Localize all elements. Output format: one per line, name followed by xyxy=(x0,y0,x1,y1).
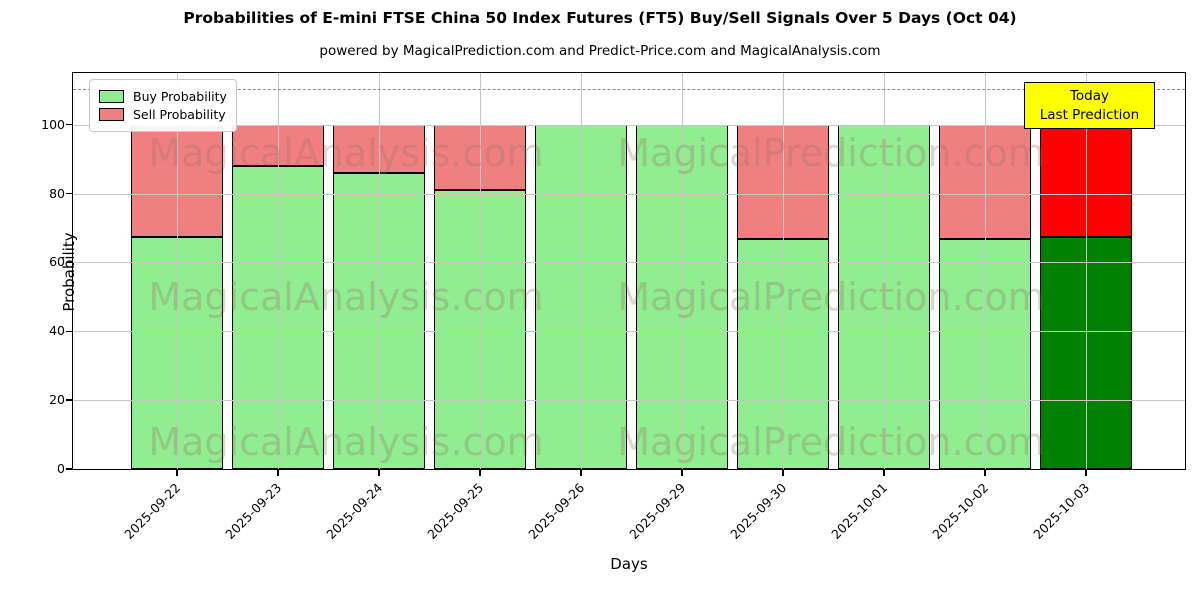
y-tick-mark xyxy=(66,261,73,264)
grid-line-vertical xyxy=(278,73,279,469)
y-tick-label: 20 xyxy=(49,392,65,408)
legend-swatch-buy xyxy=(99,90,124,103)
today-annotation-box: Today Last Prediction xyxy=(1024,82,1155,129)
legend-label: Buy Probability xyxy=(133,89,227,104)
legend: Buy Probability Sell Probability xyxy=(89,79,237,132)
y-tick-label: 40 xyxy=(49,323,65,339)
x-tick-mark xyxy=(681,469,683,476)
x-tick-label: 2025-09-30 xyxy=(727,480,790,542)
plot-area: MagicalAnalysis.com MagicalPrediction.com… xyxy=(41,72,1186,573)
grid-line-horizontal xyxy=(73,262,1185,264)
grid-line-vertical xyxy=(783,73,784,469)
y-tick-label: 80 xyxy=(49,185,65,201)
chart-title: Probabilities of E-mini FTSE China 50 In… xyxy=(183,9,1017,27)
x-tick-mark xyxy=(479,469,481,476)
grid-line-vertical xyxy=(1086,73,1087,469)
y-tick-mark xyxy=(66,192,73,195)
grid-line-horizontal xyxy=(73,124,1185,126)
grid-line-vertical xyxy=(480,73,481,469)
x-tick-label: 2025-09-29 xyxy=(626,480,689,542)
x-axis-label: Days xyxy=(610,555,648,573)
x-tick-label: 2025-09-25 xyxy=(424,480,487,542)
legend-label: Sell Probability xyxy=(133,107,226,122)
today-annotation-line2: Last Prediction xyxy=(1039,106,1140,123)
grid-line-horizontal xyxy=(73,400,1185,402)
grid-line-vertical xyxy=(177,73,178,469)
x-tick-mark xyxy=(984,469,986,476)
y-tick-mark xyxy=(66,399,73,401)
y-tick-mark xyxy=(66,123,73,126)
x-tick-mark xyxy=(580,469,582,476)
x-tick-mark xyxy=(883,469,885,476)
grid-line-vertical xyxy=(985,73,986,469)
y-tick-mark xyxy=(66,468,73,470)
y-tick-label: 100 xyxy=(41,116,65,132)
x-tick-label: 2025-09-23 xyxy=(222,480,285,542)
x-tick-mark xyxy=(782,469,784,476)
x-tick-label: 2025-09-24 xyxy=(323,480,386,542)
x-tick-mark xyxy=(1085,469,1087,476)
reference-dashed-line xyxy=(73,89,1185,91)
x-tick-label: 2025-09-26 xyxy=(525,480,588,542)
today-annotation-line1: Today xyxy=(1069,87,1110,104)
legend-entry: Sell Probability xyxy=(99,107,227,122)
grid-line-vertical xyxy=(581,73,582,469)
grid-line-vertical xyxy=(682,73,683,469)
chart-subtitle: powered by MagicalPrediction.com and Pre… xyxy=(319,43,881,59)
grid-line-horizontal xyxy=(73,331,1185,333)
y-tick-mark xyxy=(66,330,73,332)
x-tick-label: 2025-10-01 xyxy=(828,480,891,542)
legend-entry: Buy Probability xyxy=(99,89,227,104)
x-tick-label: 2025-10-03 xyxy=(1030,480,1093,542)
x-tick-mark xyxy=(277,469,279,476)
grid-line-vertical xyxy=(379,73,380,469)
x-tick-mark xyxy=(176,469,178,476)
legend-swatch-sell xyxy=(99,108,124,121)
grid-line-horizontal xyxy=(73,193,1185,195)
y-tick-label: 60 xyxy=(49,254,65,270)
x-tick-label: 2025-09-22 xyxy=(121,480,184,542)
y-tick-label: 0 xyxy=(57,461,65,476)
x-tick-label: 2025-10-02 xyxy=(929,480,992,542)
x-tick-mark xyxy=(378,469,380,476)
grid-line-vertical xyxy=(884,73,885,469)
